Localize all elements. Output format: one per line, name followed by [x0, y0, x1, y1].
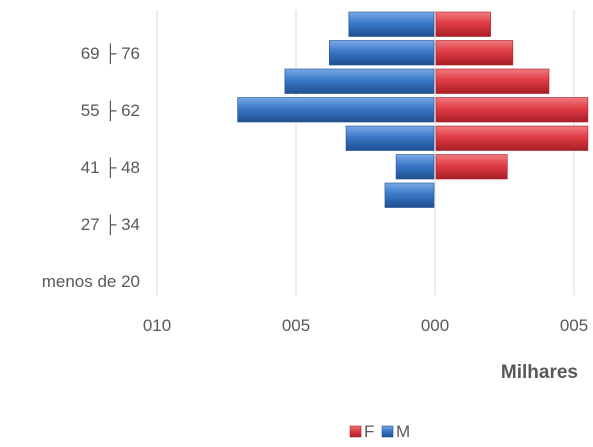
bar-f-9 — [435, 11, 491, 37]
x-tick-label: 000 — [421, 316, 449, 335]
legend-swatch-m — [381, 425, 394, 438]
y-tick-label: 41 ├ 48 — [81, 157, 140, 179]
bar-f-4 — [435, 154, 508, 180]
bar-m-4 — [395, 154, 435, 180]
legend-label-f: F — [364, 422, 374, 441]
x-tick-label: 005 — [560, 316, 588, 335]
legend-swatch-f — [349, 425, 362, 438]
y-tick-label: 55 ├ 62 — [81, 100, 140, 122]
bar-m-5 — [345, 125, 435, 151]
x-axis-labels: 010 005 000 005 — [143, 316, 588, 335]
y-tick-label: 69 ├ 76 — [81, 43, 140, 65]
bar-m-7 — [284, 68, 435, 94]
bar-f-5 — [435, 125, 589, 151]
y-tick-label: 27 ├ 34 — [81, 214, 140, 236]
y-axis-labels: menos de 20 27 ├ 34 41 ├ 48 55 ├ 62 69 ├ 76 — [42, 43, 140, 291]
bar-m-6 — [237, 97, 435, 123]
bar-m-9 — [348, 11, 435, 37]
bar-f-8 — [435, 40, 514, 66]
x-tick-label: 010 — [143, 316, 171, 335]
x-tick-label: 005 — [282, 316, 310, 335]
bars — [237, 11, 589, 208]
bar-f-6 — [435, 97, 589, 123]
y-tick-label: menos de 20 — [42, 272, 140, 291]
legend-label-m: M — [396, 422, 410, 441]
bar-m-3 — [384, 182, 435, 208]
bar-m-8 — [329, 40, 435, 66]
x-axis-title: Milhares — [501, 362, 578, 383]
gridlines — [156, 10, 575, 295]
bar-f-7 — [435, 68, 550, 94]
